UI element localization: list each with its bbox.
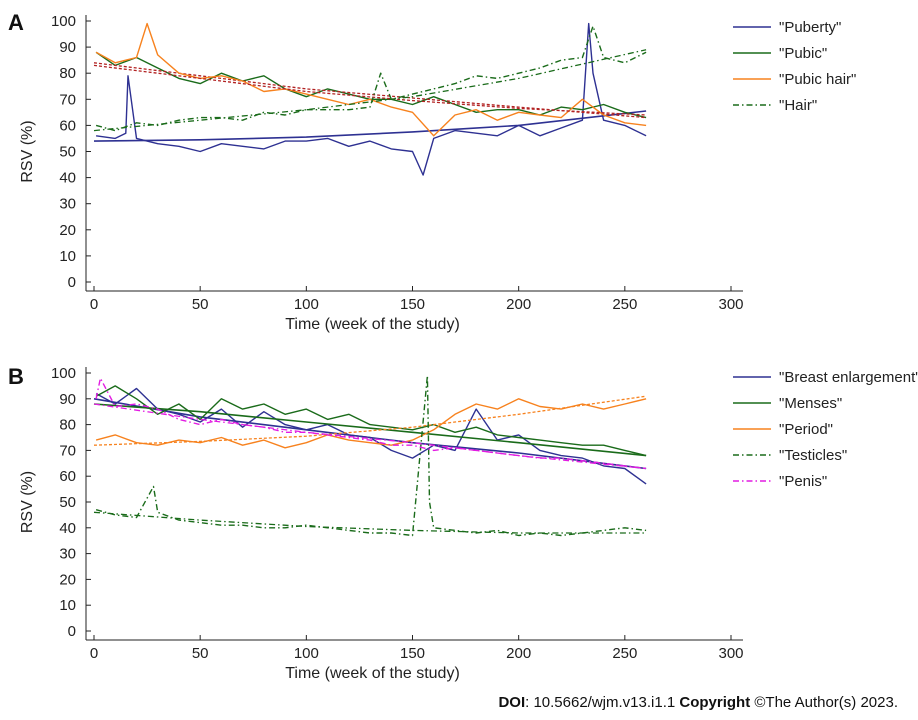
- y-tick-label: 80: [59, 417, 76, 434]
- legend-label: "Breast enlargement": [779, 369, 918, 386]
- series-line: [95, 22, 647, 137]
- series-line: [95, 385, 647, 457]
- y-tick-label: 60: [59, 468, 76, 485]
- panel-letter: A: [8, 10, 24, 35]
- y-tick-label: 30: [59, 196, 76, 213]
- x-tick-label: 300: [718, 645, 743, 662]
- trend-line: [93, 403, 647, 457]
- y-tick-label: 100: [51, 365, 76, 382]
- series-line: [96, 22, 647, 176]
- x-axis-label: Time (week of the study): [285, 665, 460, 682]
- footer-citation: DOI: 10.5662/wjm.v13.i1.1 Copyright ©The…: [498, 694, 898, 711]
- series-line: [95, 377, 647, 470]
- trend-line: [93, 49, 647, 132]
- trend-line: [93, 403, 647, 470]
- x-tick-label: 300: [718, 296, 743, 313]
- series-line: [95, 387, 647, 485]
- series-line: [95, 51, 647, 119]
- panel-b: B 0 10 20 30 40 50 60 70 80 90 100 0 50 100 150 200 250 30…: [8, 364, 918, 682]
- x-tick-label: 250: [612, 645, 637, 662]
- y-tick-label: 90: [59, 391, 76, 408]
- y-tick-label: 10: [59, 597, 76, 614]
- legend-label: "Menses": [779, 395, 842, 412]
- y-tick-label: 60: [59, 117, 76, 134]
- legend-label: "Puberty": [779, 19, 841, 36]
- panel-a: A 0 10 20 30 40 50 60 70 80 90 100 0 50 100 150 200 250 30…: [8, 10, 856, 333]
- y-tick-label: 80: [59, 65, 76, 82]
- trend-line: [93, 64, 647, 116]
- copyright-label: Copyright: [679, 694, 751, 711]
- x-tick-label: 0: [90, 296, 98, 313]
- y-axis-label: RSV (%): [19, 120, 36, 182]
- legend-label: "Testicles": [779, 447, 847, 464]
- y-axis-label: RSV (%): [19, 471, 36, 533]
- x-tick-label: 50: [192, 645, 209, 662]
- y-tick-label: 50: [59, 144, 76, 161]
- x-tick-label: 150: [400, 645, 425, 662]
- y-tick-label: 20: [59, 571, 76, 588]
- y-tick-label: 20: [59, 222, 76, 239]
- series-line: [95, 25, 647, 132]
- y-tick-label: 70: [59, 91, 76, 108]
- y-tick-label: 100: [51, 13, 76, 30]
- y-tick-label: 40: [59, 520, 76, 537]
- legend-label: "Period": [779, 421, 833, 438]
- x-tick-label: 50: [192, 296, 209, 313]
- doi-value: : 10.5662/wjm.v13.i1.1: [525, 694, 680, 711]
- y-tick-label: 70: [59, 442, 76, 459]
- x-tick-label: 200: [506, 296, 531, 313]
- series-line: [95, 398, 647, 449]
- trend-line: [93, 398, 647, 470]
- copyright-text: ©The Author(s) 2023.: [750, 694, 898, 711]
- x-tick-label: 200: [506, 645, 531, 662]
- y-tick-label: 50: [59, 494, 76, 511]
- trend-line: [93, 511, 647, 534]
- x-axis-label: Time (week of the study): [285, 316, 460, 333]
- x-tick-label: 250: [612, 296, 637, 313]
- y-tick-label: 30: [59, 546, 76, 563]
- panel-letter: B: [8, 364, 24, 389]
- y-tick-label: 90: [59, 39, 76, 56]
- y-tick-label: 40: [59, 170, 76, 187]
- y-tick-label: 0: [68, 623, 76, 640]
- legend-label: "Pubic": [779, 45, 827, 62]
- x-tick-label: 100: [294, 645, 319, 662]
- y-tick-label: 0: [68, 274, 76, 291]
- legend-label: "Penis": [779, 473, 827, 490]
- trend-line: [93, 110, 647, 142]
- x-tick-label: 150: [400, 296, 425, 313]
- x-tick-label: 100: [294, 296, 319, 313]
- doi-label: DOI: [498, 694, 526, 711]
- y-tick-label: 10: [59, 248, 76, 265]
- legend-label: "Pubic hair": [779, 71, 856, 88]
- x-tick-label: 0: [90, 645, 98, 662]
- trend-line: [93, 62, 647, 119]
- trend-line: [93, 395, 647, 446]
- legend-label: "Hair": [779, 97, 817, 114]
